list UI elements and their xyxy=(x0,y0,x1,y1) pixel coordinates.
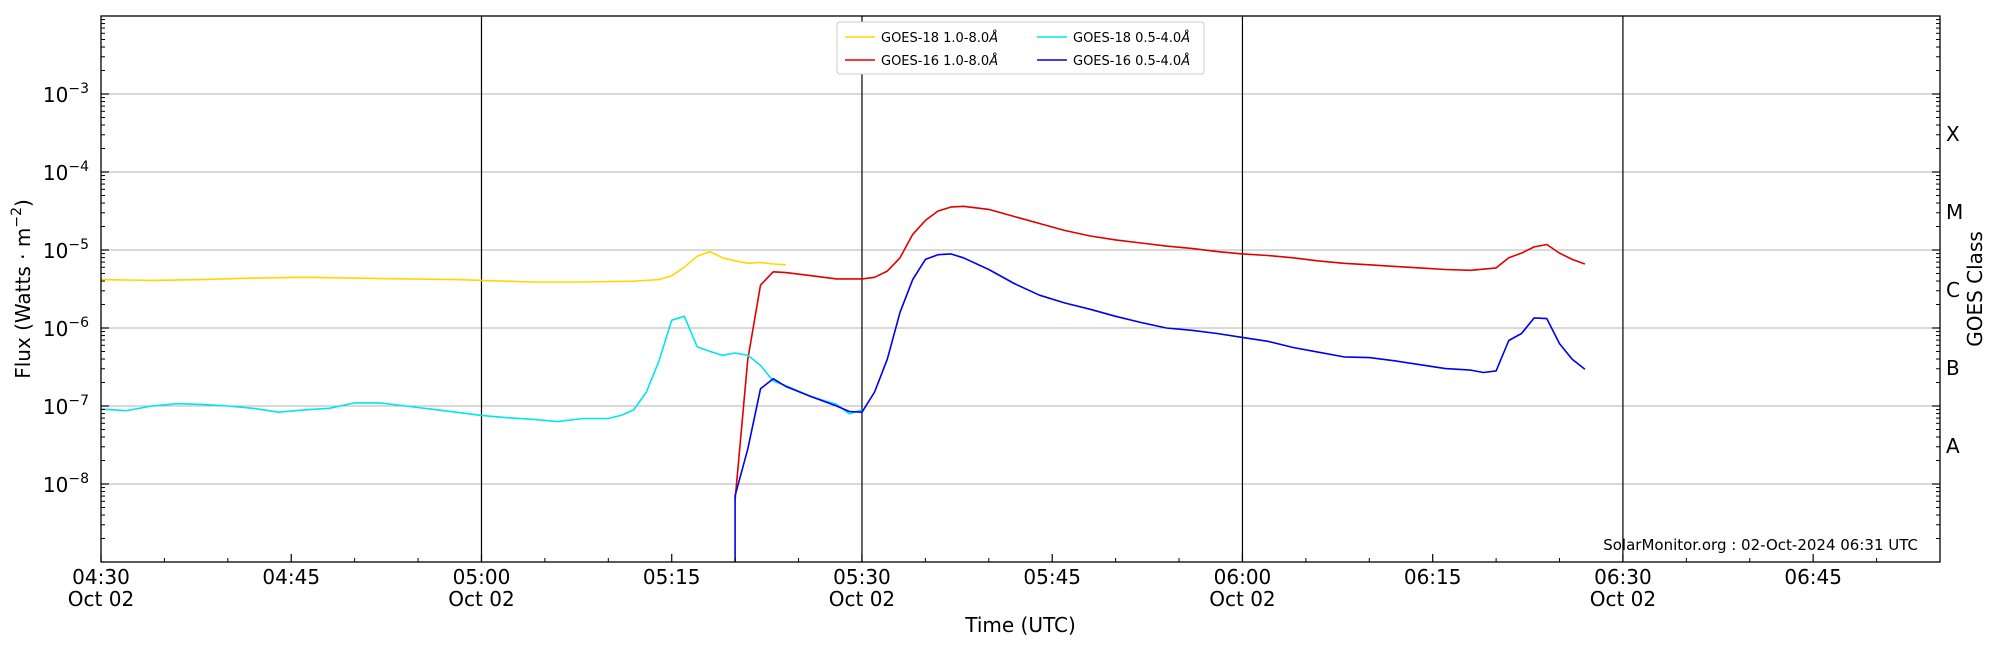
series-line-2 xyxy=(100,315,863,423)
x-tick-label-date: Oct 02 xyxy=(68,587,134,611)
series-line-0 xyxy=(100,250,786,283)
y-tick-label: 10−4 xyxy=(43,159,89,185)
x-tick-label-date: Oct 02 xyxy=(1209,587,1275,611)
credit-text: SolarMonitor.org : 02-Oct-2024 06:31 UTC xyxy=(1603,536,1918,554)
right-axis-title: GOES Class xyxy=(1963,231,1987,347)
tick-layer xyxy=(100,19,1940,562)
x-tick-label-date: Oct 02 xyxy=(1590,587,1656,611)
series-line-3 xyxy=(734,253,1586,562)
goes-class-label: X xyxy=(1946,122,1960,146)
x-tick-label-time: 04:30 xyxy=(72,565,130,589)
y-tick-label: 10−8 xyxy=(43,471,89,497)
goes-class-label: M xyxy=(1946,200,1963,224)
x-tick-label-date: Oct 02 xyxy=(448,587,514,611)
plot-frame xyxy=(100,15,1941,563)
y-tick-label: 10−6 xyxy=(43,315,89,341)
x-tick-label-date: Oct 02 xyxy=(829,587,895,611)
legend-label: GOES-16 1.0-8.0Å xyxy=(881,53,998,69)
legend-label: GOES-18 0.5-4.0Å xyxy=(1073,30,1190,46)
x-tick-label-time: 05:45 xyxy=(1023,565,1081,589)
goes-class-label: C xyxy=(1946,278,1960,302)
goes-class-label: A xyxy=(1946,434,1960,458)
time-marker-lines xyxy=(480,16,1624,562)
y-tick-label: 10−3 xyxy=(43,81,89,107)
grid-layer xyxy=(101,93,1940,485)
x-tick-label-time: 05:30 xyxy=(833,565,891,589)
y-tick-label: 10−5 xyxy=(43,237,89,263)
y-axis-title: Flux (Watts · m−2) xyxy=(9,199,35,379)
series-line-1 xyxy=(734,205,1586,500)
x-tick-label-time: 06:15 xyxy=(1404,565,1462,589)
legend: GOES-18 1.0-8.0Å GOES-16 1.0-8.0Å GOES-18 … xyxy=(836,21,1205,75)
x-tick-label-time: 04:45 xyxy=(262,565,320,589)
series-layer xyxy=(100,205,1586,562)
x-axis-title: Time (UTC) xyxy=(964,613,1076,637)
x-tick-label-time: 05:00 xyxy=(453,565,511,589)
legend-box xyxy=(836,21,1205,75)
x-tick-label-time: 06:30 xyxy=(1594,565,1652,589)
x-tick-label-time: 06:00 xyxy=(1214,565,1272,589)
legend-label: GOES-18 1.0-8.0Å xyxy=(881,30,998,46)
y-tick-label: 10−7 xyxy=(43,393,89,419)
x-tick-label-time: 06:45 xyxy=(1784,565,1842,589)
x-tick-label-time: 05:15 xyxy=(643,565,701,589)
legend-label: GOES-16 0.5-4.0Å xyxy=(1073,53,1190,69)
goes-class-label: B xyxy=(1946,356,1960,380)
